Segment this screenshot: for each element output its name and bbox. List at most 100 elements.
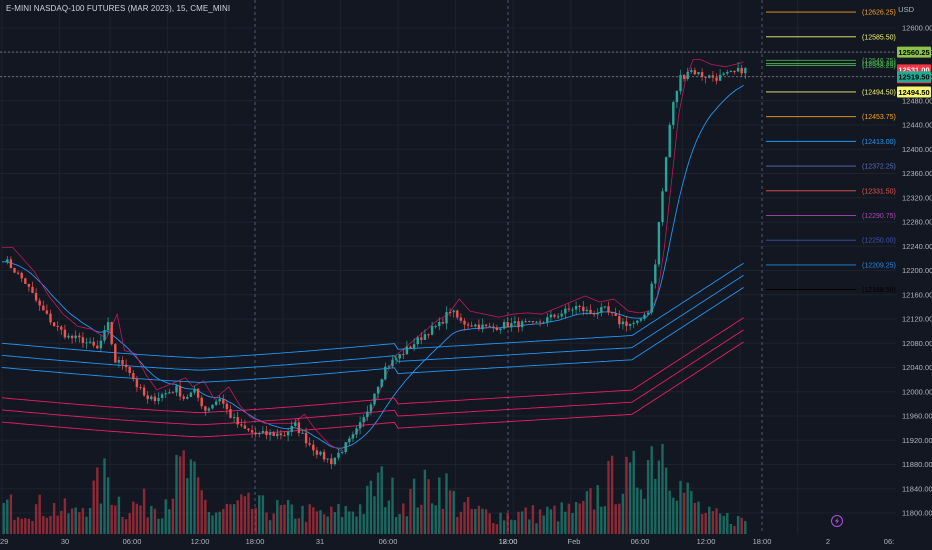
candle-body xyxy=(733,71,736,73)
lower-band-line xyxy=(1,317,744,414)
x-tick-label: Feb xyxy=(568,537,581,546)
candle-body xyxy=(600,307,603,313)
candle-body xyxy=(322,451,326,460)
y-tick-label: 12400.00 xyxy=(902,145,932,154)
volume-bar xyxy=(261,495,265,534)
volume-bar xyxy=(70,508,74,534)
level-label: (12538.25) xyxy=(862,63,896,70)
price-tag xyxy=(897,71,931,83)
volume-bar xyxy=(182,450,185,534)
volume-bar xyxy=(13,519,16,534)
level-label: (12453.75) xyxy=(862,114,896,121)
volume-bar xyxy=(279,504,283,534)
volume-bar xyxy=(132,501,135,534)
volume-bar xyxy=(502,520,506,534)
candle-body xyxy=(214,401,218,405)
volume-bar xyxy=(427,479,430,534)
grid-lines xyxy=(0,0,896,534)
candle-body xyxy=(704,76,707,78)
volume-bar xyxy=(405,516,409,534)
candle-body xyxy=(366,411,369,418)
y-tick-label: 11800.00 xyxy=(902,509,932,518)
candle-body xyxy=(56,325,59,327)
volume-bar xyxy=(600,506,603,534)
volume-bar xyxy=(700,513,704,534)
y-tick-label: 12120.00 xyxy=(902,315,932,324)
candle-body xyxy=(121,359,124,365)
lightning-icon[interactable] xyxy=(831,515,843,527)
candle-body xyxy=(268,432,272,435)
volume-bar xyxy=(492,523,495,534)
y-tick-label: 12320.00 xyxy=(902,193,932,202)
candle-body xyxy=(20,272,23,279)
candle-body xyxy=(78,335,81,338)
x-tick-label: 06:00 xyxy=(631,537,650,546)
volume-bar xyxy=(294,518,297,534)
candle-body xyxy=(736,67,740,72)
volume-bar xyxy=(146,517,149,534)
candle-body xyxy=(438,321,441,327)
candle-body xyxy=(265,430,268,435)
candle-body xyxy=(27,283,31,287)
moving-average-bands xyxy=(1,59,744,452)
candlesticks[interactable] xyxy=(6,62,747,470)
candle-body xyxy=(470,325,473,327)
volume-bar xyxy=(715,508,718,534)
volume-bar xyxy=(672,497,675,534)
volume-bar xyxy=(412,478,416,534)
candle-body xyxy=(196,388,200,398)
volume-bar xyxy=(74,507,77,534)
volume-bar xyxy=(643,498,646,534)
volume-bar xyxy=(535,523,538,534)
volume-bar xyxy=(488,513,491,534)
volume-bar xyxy=(679,480,682,534)
candle-body xyxy=(319,451,322,455)
volume-bar xyxy=(621,493,625,534)
candle-body xyxy=(376,386,380,394)
candle-body xyxy=(679,74,682,92)
candle-body xyxy=(153,396,157,402)
volume-bars xyxy=(2,443,747,534)
candle-body xyxy=(463,320,466,325)
price-tag xyxy=(897,86,931,98)
volume-bar xyxy=(416,507,419,534)
candle-body xyxy=(312,444,315,451)
volume-bar xyxy=(438,477,441,534)
candle-body xyxy=(60,326,63,330)
volume-bar xyxy=(196,477,200,534)
volume-bar xyxy=(477,505,481,534)
candle-body xyxy=(722,73,725,75)
candle-body xyxy=(693,70,697,75)
candle-body xyxy=(96,345,99,349)
volume-bar xyxy=(171,498,175,534)
price-axis[interactable]: 12600.0012560.0012520.0012480.0012440.00… xyxy=(902,24,932,518)
volume-bar xyxy=(78,512,81,534)
candle-body xyxy=(106,322,110,331)
candle-body xyxy=(229,409,232,418)
volume-bar xyxy=(376,472,380,534)
volume-bar xyxy=(319,510,322,534)
candle-body xyxy=(384,366,387,380)
candle-body xyxy=(592,313,596,315)
volume-bar xyxy=(495,524,499,534)
candle-body xyxy=(189,392,193,397)
x-tick-label: 18:00 xyxy=(499,537,518,546)
volume-bar xyxy=(722,515,725,534)
volume-bar xyxy=(603,506,607,534)
volume-bar xyxy=(402,503,405,534)
candle-body xyxy=(168,392,171,394)
candle-body xyxy=(294,422,297,426)
volume-bar xyxy=(718,513,722,534)
volume-bar xyxy=(358,504,362,534)
volume-bar xyxy=(463,502,466,534)
volume-bar xyxy=(625,456,628,534)
candle-body xyxy=(204,406,207,411)
volume-bar xyxy=(200,490,203,534)
volume-bar xyxy=(650,446,653,534)
level-label: (12541.25) xyxy=(862,61,896,68)
volume-bar xyxy=(542,515,545,534)
candle-body xyxy=(481,324,484,330)
